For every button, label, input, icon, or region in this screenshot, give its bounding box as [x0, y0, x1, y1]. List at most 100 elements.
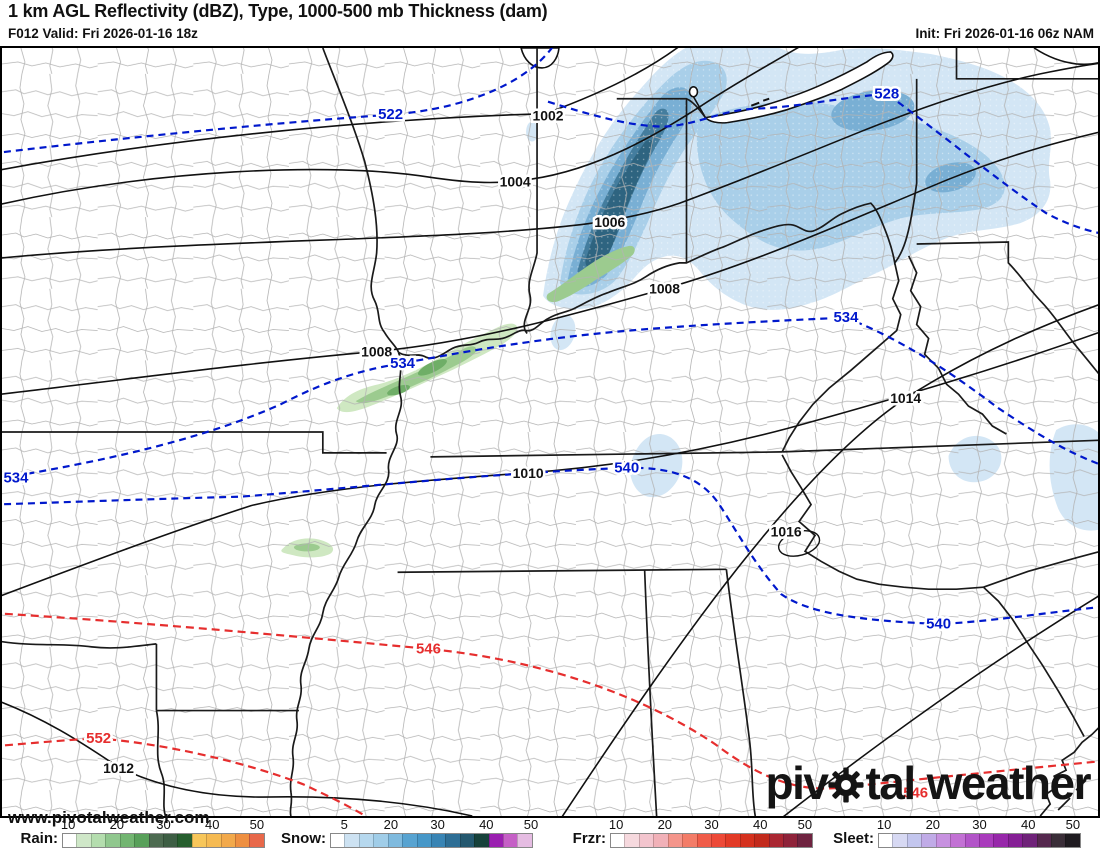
legend-color-cell	[1022, 834, 1037, 847]
legend-color-cell	[725, 834, 740, 847]
legend-color-cell	[402, 834, 417, 847]
legend-color-cell	[797, 834, 812, 847]
legend-color-cell	[653, 834, 668, 847]
contour-label-layer: 1002 1004 1006 1008 1008 1010 1012 1014 1016 522 5…	[2, 83, 954, 804]
legend-colorbar	[330, 833, 533, 848]
init-time-label: Init: Fri 2026-01-16 06z NAM	[915, 26, 1094, 41]
legend-group: Rain: 10 20 30 40 50	[2, 817, 265, 850]
legend-color-cell	[906, 834, 922, 847]
legend-color-cell	[1036, 834, 1052, 847]
weather-map: 1002 1004 1006 1008 1008 1010 1012 1014 1016 522 5…	[2, 48, 1098, 816]
legend-color-cell	[950, 834, 965, 847]
legend-color-cell	[978, 834, 994, 847]
legend-tick-label: 20	[925, 817, 941, 832]
legend-color-cell	[739, 834, 755, 847]
legend-tick-label: 50	[1065, 817, 1081, 832]
legend-color-cell	[879, 834, 893, 847]
isobar-label: 1010	[513, 465, 544, 481]
valid-time-label: F012 Valid: Fri 2026-01-16 18z	[8, 26, 198, 41]
isobar-label: 1004	[500, 173, 531, 189]
legend-color-cell	[90, 834, 106, 847]
legend-color-cell	[119, 834, 135, 847]
thickness-label: 528	[874, 85, 899, 102]
thickness-label: 546	[416, 640, 441, 657]
legend-tick-label: 50	[797, 817, 813, 832]
legend-color-cell	[249, 834, 264, 847]
legend-color-cell	[148, 834, 163, 847]
isobar-label: 1008	[649, 281, 680, 297]
legend-color-cell	[416, 834, 431, 847]
legend-group: Snow: 5 20 30 40 50	[270, 817, 538, 850]
legend-color-cell	[177, 834, 192, 847]
reflectivity-legend: Rain: 10 20 30 40 50 Snow: 5 20 30 40 50 Frzr: 10 20 30…	[0, 817, 1100, 850]
legend-color-cell	[331, 834, 345, 847]
logo-text-tal: tal	[865, 757, 916, 809]
legend-tick-label: 20	[109, 817, 125, 832]
legend-color-cell	[935, 834, 951, 847]
legend-tick-label: 30	[704, 817, 719, 832]
legend-color-cell	[105, 834, 120, 847]
legend-color-cell	[76, 834, 91, 847]
legend-tick-label: 40	[479, 817, 494, 832]
thickness-contours-blue	[2, 48, 1098, 626]
legend-color-cell	[63, 834, 77, 847]
legend-color-cell	[235, 834, 250, 847]
legend-group-label: Rain:	[20, 830, 59, 847]
legend-color-cell	[134, 834, 149, 847]
legend-color-cell	[445, 834, 460, 847]
legend-color-cell	[373, 834, 388, 847]
thickness-label: 540	[926, 616, 951, 633]
pivotal-weather-logo: piv ta	[765, 757, 1092, 809]
legend-color-cell	[667, 834, 683, 847]
isobar-label: 1008	[361, 343, 392, 359]
legend-color-cell	[921, 834, 936, 847]
legend-color-cell	[696, 834, 711, 847]
legend-color-cell	[710, 834, 726, 847]
page-title: 1 km AGL Reflectivity (dBZ), Type, 1000-…	[8, 1, 548, 21]
legend-tick-label: 30	[430, 817, 445, 832]
thickness-contours-red	[2, 612, 1098, 816]
legend-tick-label: 20	[383, 817, 399, 832]
legend-colorbar	[610, 833, 813, 848]
thickness-label: 534	[833, 309, 859, 326]
thickness-label: 540	[614, 459, 639, 476]
legend-color-cell	[206, 834, 221, 847]
legend-tick-label: 40	[752, 817, 768, 832]
logo-text-piv: piv	[765, 757, 828, 809]
legend-tick-label: 10	[608, 817, 624, 832]
legend-tick-label: 10	[876, 817, 892, 832]
legend-color-cell	[754, 834, 769, 847]
legend-group: Sleet: 10 20 30 40 50	[818, 817, 1081, 850]
legend-group-label: Snow:	[281, 830, 326, 847]
thickness-label: 534	[3, 469, 29, 486]
legend-group-label: Sleet:	[833, 830, 874, 847]
legend-color-cell	[358, 834, 374, 847]
isobar-label: 1014	[890, 390, 921, 406]
legend-color-cell	[783, 834, 798, 847]
legend-color-cell	[1007, 834, 1023, 847]
legend-tick-label: 50	[523, 817, 539, 832]
thickness-label: 522	[378, 106, 403, 123]
legend-color-cell	[488, 834, 504, 847]
legend-color-cell	[220, 834, 236, 847]
legend-tick-label: 10	[60, 817, 76, 832]
legend-color-cell	[624, 834, 639, 847]
legend-tick-label: 20	[657, 817, 673, 832]
legend-tick-label: 50	[249, 817, 265, 832]
watermark-url: www.pivotalweather.com	[8, 808, 210, 827]
legend-tick-label: 30	[972, 817, 987, 832]
logo-text-weather: weather	[926, 757, 1092, 809]
legend-color-cell	[993, 834, 1008, 847]
legend-color-cell	[344, 834, 359, 847]
legend-colorbar	[62, 833, 265, 848]
isobar-label: 1016	[771, 523, 802, 539]
legend-color-cell	[517, 834, 532, 847]
legend-color-cell	[638, 834, 654, 847]
legend-colorbar	[878, 833, 1081, 848]
legend-color-cell	[1051, 834, 1066, 847]
legend-color-cell	[459, 834, 475, 847]
thickness-label: 534	[390, 355, 416, 372]
map-frame: 1002 1004 1006 1008 1008 1010 1012 1014 1016 522 5…	[0, 46, 1100, 818]
legend-color-cell	[430, 834, 446, 847]
